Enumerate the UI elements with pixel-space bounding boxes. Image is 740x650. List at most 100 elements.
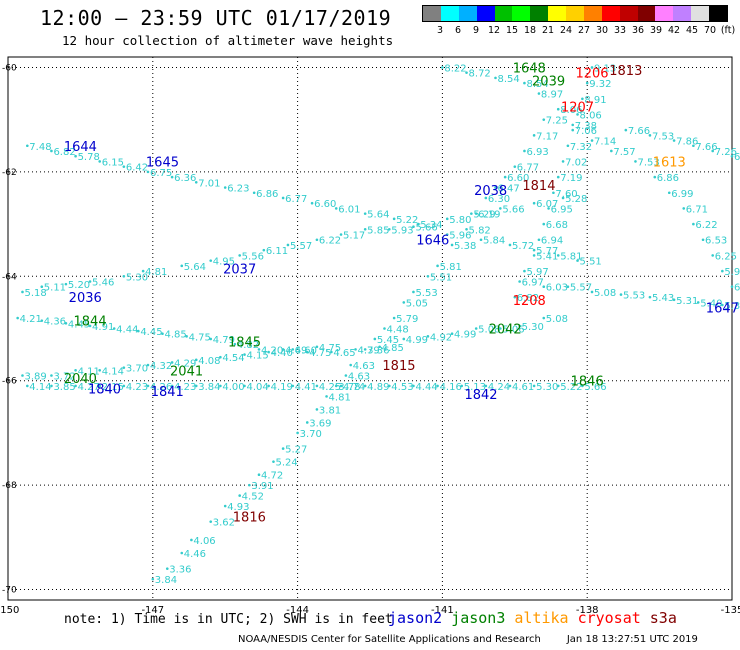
swh-point: [363, 348, 367, 351]
swh-value: 4.91: [92, 322, 114, 333]
swh-value: 5.35: [724, 301, 740, 312]
swh-point: [474, 327, 478, 330]
swh-point: [363, 212, 367, 215]
color-scale-tick-label: 3: [436, 25, 444, 36]
swh-point: [523, 81, 526, 85]
swh-value: 5.64: [367, 210, 389, 221]
swh-value: 7.19: [560, 173, 582, 184]
swh-point: [219, 355, 222, 359]
swh-point: [576, 259, 579, 262]
satellite-legend: jason2 jason3 altika cryosat s3a: [388, 609, 686, 627]
swh-point: [730, 154, 734, 158]
swh-point: [474, 212, 478, 215]
pass-time-label: 2037: [223, 262, 256, 277]
swh-value: 4.54: [222, 353, 244, 364]
swh-value: 4.99: [454, 330, 476, 341]
map-frame: [7, 56, 733, 601]
swh-value: 3.70: [300, 429, 322, 440]
swh-value: 5.40: [700, 298, 722, 309]
color-swatch: [637, 6, 656, 21]
swh-point: [484, 196, 488, 200]
swh-value: 5.30: [536, 382, 558, 393]
swh-value: 6.95: [551, 204, 573, 215]
color-swatch: [512, 6, 531, 21]
swh-point: [272, 460, 275, 463]
swh-value: 6.77: [734, 152, 740, 163]
swh-point: [672, 139, 676, 142]
swh-value: 6.60: [507, 173, 529, 184]
swh-point: [532, 254, 536, 257]
swh-value: 8.72: [469, 69, 491, 80]
swh-point: [537, 238, 541, 242]
color-swatch: [709, 6, 727, 21]
satellite-legend-item: cryosat: [577, 609, 641, 627]
color-swatch: [673, 6, 692, 21]
color-swatch: [423, 6, 441, 21]
swh-value: 5.18: [24, 288, 46, 299]
swh-point: [146, 363, 150, 367]
swh-point: [267, 350, 270, 354]
swh-point: [315, 238, 319, 242]
swh-point: [465, 71, 468, 74]
swh-value: 3.78: [338, 382, 360, 393]
swh-point: [566, 144, 570, 148]
swh-value: 7.53: [652, 131, 674, 142]
swh-point: [445, 233, 449, 236]
swh-point: [412, 290, 415, 294]
swh-value: 6.01: [338, 204, 360, 215]
swh-value: 4.06: [193, 536, 215, 547]
swh-value: 5.51: [580, 257, 602, 268]
swh-value: 5.51: [430, 272, 452, 283]
swh-value: 4.75: [309, 348, 331, 359]
swh-value: 4.27: [78, 382, 100, 393]
swh-value: 3.62: [213, 518, 235, 529]
swh-point: [349, 363, 352, 367]
swh-point: [494, 76, 497, 80]
swh-value: 6.53: [705, 236, 727, 247]
swh-point: [441, 66, 444, 69]
swh-value: 4.15: [247, 351, 269, 362]
swh-point: [50, 374, 53, 377]
swh-value: 5.99: [724, 267, 740, 278]
swh-point: [180, 264, 184, 268]
swh-value: 5.30: [522, 322, 544, 333]
swh-point: [499, 327, 502, 330]
swh-value: 4.82: [237, 340, 259, 351]
color-scale-tick-label: 9: [472, 25, 480, 36]
swh-point: [74, 368, 77, 372]
swh-point: [296, 431, 299, 435]
swh-value: 5.45: [377, 335, 399, 346]
swh-value: 7.25: [546, 116, 568, 127]
latitude-tick-label: -68: [2, 481, 17, 491]
generated-timestamp: Jan 18 13:27:51 UTC 2019: [566, 634, 698, 645]
swh-value: 5.38: [454, 241, 476, 252]
swh-point: [330, 350, 333, 354]
swh-value: 6.94: [541, 236, 563, 247]
swh-value: 7.32: [570, 142, 592, 153]
color-swatch: [548, 6, 566, 21]
swh-point: [667, 191, 671, 195]
swh-value: 4.89: [367, 382, 389, 393]
swh-point: [532, 134, 536, 137]
swh-point: [711, 149, 714, 153]
swh-point: [585, 81, 589, 85]
swh-value: 4.79: [213, 335, 235, 346]
swh-value: 4.08: [198, 356, 220, 367]
swh-point: [305, 350, 309, 354]
swh-value: 4.26: [150, 382, 172, 393]
swh-point: [696, 301, 700, 304]
swh-value: 4.99: [406, 335, 428, 346]
swh-point: [16, 316, 19, 320]
color-scale-tick-label: 27: [577, 25, 591, 36]
swh-point: [711, 254, 714, 257]
latitude-tick-label: -60: [2, 63, 17, 73]
pass-time-label: 2041: [170, 364, 203, 379]
swh-point: [40, 285, 44, 289]
swh-value: 4.16: [440, 382, 462, 393]
swh-value: 8.54: [526, 79, 548, 90]
swh-value: 4.75: [189, 332, 211, 343]
swh-point: [682, 207, 686, 210]
swh-point: [416, 222, 420, 226]
color-swatch: [691, 6, 709, 21]
swh-value: 4.40: [271, 348, 293, 359]
